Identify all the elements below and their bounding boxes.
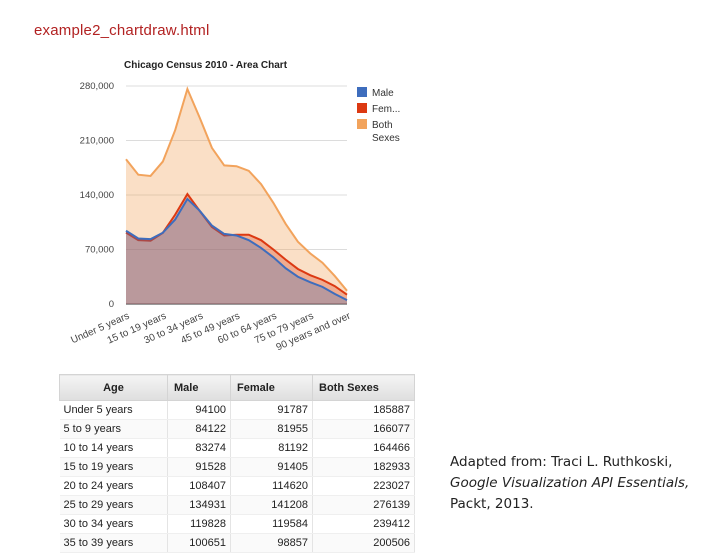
page-title: example2_chartdraw.html	[34, 22, 210, 39]
table-cell-male: 108407	[167, 476, 231, 496]
census-table: Age Male Female Both Sexes Under 5 years…	[59, 374, 415, 553]
y-tick-label: 140,000	[80, 190, 114, 201]
citation-suffix: Packt, 2013.	[450, 496, 534, 512]
grid-lines	[126, 85, 347, 305]
area-series	[125, 86, 348, 304]
legend-swatch-female[interactable]	[357, 103, 367, 113]
table-cell-age: 25 to 29 years	[59, 495, 168, 515]
table-cell-female: 141208	[230, 495, 313, 515]
column-header-both-sexes[interactable]: Both Sexes	[312, 374, 415, 401]
table-cell-both-sexes: 166077	[312, 419, 415, 439]
table-row: Under 5 years 94100 91787 185887	[59, 400, 415, 420]
table-cell-age: 15 to 19 years	[59, 457, 168, 477]
series-line-male	[125, 197, 348, 301]
table-body: Under 5 years 94100 91787 185887 5 to 9 year…	[59, 400, 415, 553]
table-cell-age: 10 to 14 years	[59, 438, 168, 458]
legend-label-male[interactable]: Male	[372, 88, 394, 99]
table-cell-age: 30 to 34 years	[59, 514, 168, 534]
table-row: 30 to 34 years 119828 119584 239412	[59, 514, 415, 534]
table-cell-age: 5 to 9 years	[59, 419, 168, 439]
citation-book-title: Google Visualization API Essentials,	[450, 475, 690, 491]
table-row: 25 to 29 years 134931 141208 276139	[59, 495, 415, 515]
table-row: 20 to 24 years 108407 114620 223027	[59, 476, 415, 496]
citation: Adapted from: Traci L. Ruthkoski, Google…	[450, 452, 715, 515]
table-cell-female: 91787	[230, 400, 313, 420]
table-cell-age: 35 to 39 years	[59, 533, 168, 553]
table-cell-male: 134931	[167, 495, 231, 515]
y-tick-label: 280,000	[80, 81, 114, 92]
table-cell-male: 94100	[167, 400, 231, 420]
table-cell-female: 81192	[230, 438, 313, 458]
chart-title: Chicago Census 2010 - Area Chart	[124, 60, 288, 71]
legend: Male Fem... Both Sexes	[357, 87, 400, 144]
y-tick-label: 70,000	[85, 245, 114, 256]
table-row: 15 to 19 years 91528 91405 182933	[59, 457, 415, 477]
legend-swatch-male[interactable]	[357, 87, 367, 97]
y-tick-label: 0	[109, 299, 114, 310]
area-fill-female	[126, 194, 347, 304]
table-cell-male: 91528	[167, 457, 231, 477]
table-cell-both-sexes: 200506	[312, 533, 415, 553]
table-cell-female: 114620	[230, 476, 313, 496]
y-tick-label: 210,000	[80, 136, 114, 147]
table-cell-both-sexes: 239412	[312, 514, 415, 534]
table-row: 10 to 14 years 83274 81192 164466	[59, 438, 415, 458]
table-cell-age: 20 to 24 years	[59, 476, 168, 496]
y-axis: 0 70,000 140,000 210,000 280,000	[80, 81, 114, 310]
legend-label-both-sexes[interactable]: Sexes	[372, 133, 400, 144]
table-cell-male: 84122	[167, 419, 231, 439]
column-header-male[interactable]: Male	[167, 374, 231, 401]
table-cell-both-sexes: 164466	[312, 438, 415, 458]
table-cell-both-sexes: 223027	[312, 476, 415, 496]
table-cell-female: 91405	[230, 457, 313, 477]
table-cell-male: 100651	[167, 533, 231, 553]
legend-label-female[interactable]: Fem...	[372, 104, 400, 115]
table-cell-male: 119828	[167, 514, 231, 534]
table-header-row: Age Male Female Both Sexes	[59, 374, 415, 401]
citation-prefix: Adapted from: Traci L. Ruthkoski,	[450, 454, 673, 470]
table-cell-female: 98857	[230, 533, 313, 553]
column-header-female[interactable]: Female	[230, 374, 313, 401]
area-fill-male	[126, 198, 347, 304]
table-row: 35 to 39 years 100651 98857 200506	[59, 533, 415, 553]
table-row: 5 to 9 years 84122 81955 166077	[59, 419, 415, 439]
table-cell-female: 119584	[230, 514, 313, 534]
series-line-both-sexes	[125, 86, 348, 292]
legend-label-both-sexes[interactable]: Both	[372, 120, 393, 131]
table-cell-female: 81955	[230, 419, 313, 439]
area-fill-both-sexes	[126, 89, 347, 304]
area-chart: Chicago Census 2010 - Area Chart 0 70,000…	[69, 60, 400, 353]
table-cell-male: 83274	[167, 438, 231, 458]
table-cell-both-sexes: 185887	[312, 400, 415, 420]
table-cell-both-sexes: 276139	[312, 495, 415, 515]
table-cell-age: Under 5 years	[59, 400, 168, 420]
table-cell-both-sexes: 182933	[312, 457, 415, 477]
column-header-age[interactable]: Age	[59, 374, 168, 401]
legend-swatch-both-sexes[interactable]	[357, 119, 367, 129]
